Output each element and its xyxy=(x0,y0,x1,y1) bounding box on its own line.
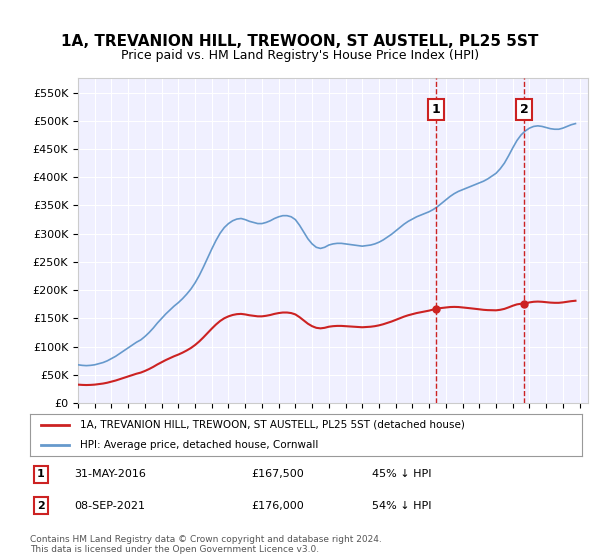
Text: 45% ↓ HPI: 45% ↓ HPI xyxy=(372,469,432,479)
Text: 1A, TREVANION HILL, TREWOON, ST AUSTELL, PL25 5ST: 1A, TREVANION HILL, TREWOON, ST AUSTELL,… xyxy=(61,35,539,49)
Text: 2: 2 xyxy=(37,501,45,511)
Text: HPI: Average price, detached house, Cornwall: HPI: Average price, detached house, Corn… xyxy=(80,440,318,450)
Text: Price paid vs. HM Land Registry's House Price Index (HPI): Price paid vs. HM Land Registry's House … xyxy=(121,49,479,63)
Text: 1: 1 xyxy=(432,103,440,116)
Text: 31-MAY-2016: 31-MAY-2016 xyxy=(74,469,146,479)
Text: 1: 1 xyxy=(37,469,45,479)
Text: Contains HM Land Registry data © Crown copyright and database right 2024.
This d: Contains HM Land Registry data © Crown c… xyxy=(30,535,382,554)
Text: 08-SEP-2021: 08-SEP-2021 xyxy=(74,501,145,511)
Text: £167,500: £167,500 xyxy=(251,469,304,479)
Text: 1A, TREVANION HILL, TREWOON, ST AUSTELL, PL25 5ST (detached house): 1A, TREVANION HILL, TREWOON, ST AUSTELL,… xyxy=(80,420,464,430)
Text: £176,000: £176,000 xyxy=(251,501,304,511)
Text: 2: 2 xyxy=(520,103,529,116)
Text: 54% ↓ HPI: 54% ↓ HPI xyxy=(372,501,432,511)
